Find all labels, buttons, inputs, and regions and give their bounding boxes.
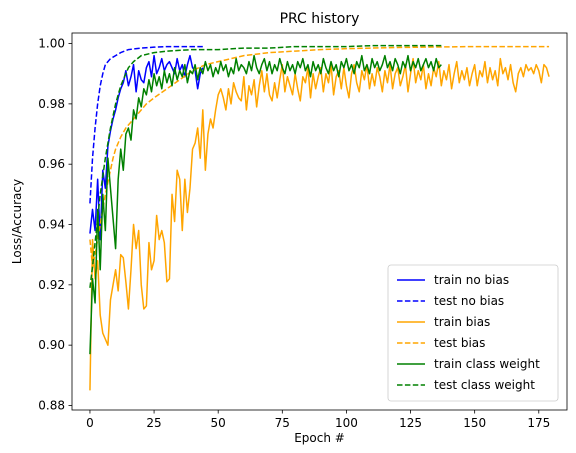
legend-label: train no bias bbox=[434, 273, 509, 287]
legend-label: test no bias bbox=[434, 294, 504, 308]
y-tick-label: 0.98 bbox=[38, 97, 65, 111]
axes-frame bbox=[71, 32, 568, 411]
chart-title: PRC history bbox=[280, 11, 360, 27]
x-tick-label: 100 bbox=[335, 416, 358, 430]
y-axis-label: Loss/Accuracy bbox=[10, 179, 24, 264]
series-line-train-no-bias bbox=[89, 54, 204, 241]
x-tick-label: 0 bbox=[86, 416, 94, 430]
y-tick-label: 0.90 bbox=[38, 338, 65, 352]
legend-label: train class weight bbox=[434, 357, 540, 371]
legend-label: train bias bbox=[434, 315, 490, 329]
y-tick-label: 1.00 bbox=[38, 37, 65, 51]
x-tick-label: 75 bbox=[275, 416, 290, 430]
legend: train no bias test no bias train bias test … bbox=[387, 264, 559, 402]
series-group bbox=[89, 44, 550, 391]
y-tick-label: 0.92 bbox=[38, 278, 65, 292]
x-tick-label: 125 bbox=[399, 416, 422, 430]
x-axis-label: Epoch # bbox=[294, 431, 345, 445]
y-tick-label: 0.94 bbox=[38, 218, 65, 232]
series-line-train-bias bbox=[89, 57, 550, 391]
series-line-test-bias bbox=[89, 45, 550, 268]
axes: 0 25 50 75 100 125 150 175 0.88 0.90 0.92 0.94 0.96 0… bbox=[38, 32, 568, 430]
plot-area bbox=[89, 44, 550, 391]
legend-label: test class weight bbox=[434, 378, 535, 392]
x-tick-label: 175 bbox=[527, 416, 550, 430]
x-tick-label: 150 bbox=[463, 416, 486, 430]
series-line-test-no-bias bbox=[89, 45, 203, 204]
legend-label: test bias bbox=[434, 336, 485, 350]
y-tick-label: 0.88 bbox=[38, 398, 65, 412]
x-tick-label: 25 bbox=[146, 416, 161, 430]
series-line-train-class-weight bbox=[89, 54, 442, 355]
series-line-test-class-weight bbox=[89, 44, 442, 288]
y-tick-label: 0.96 bbox=[38, 157, 65, 171]
legend-box bbox=[387, 264, 559, 402]
x-tick-label: 50 bbox=[211, 416, 226, 430]
